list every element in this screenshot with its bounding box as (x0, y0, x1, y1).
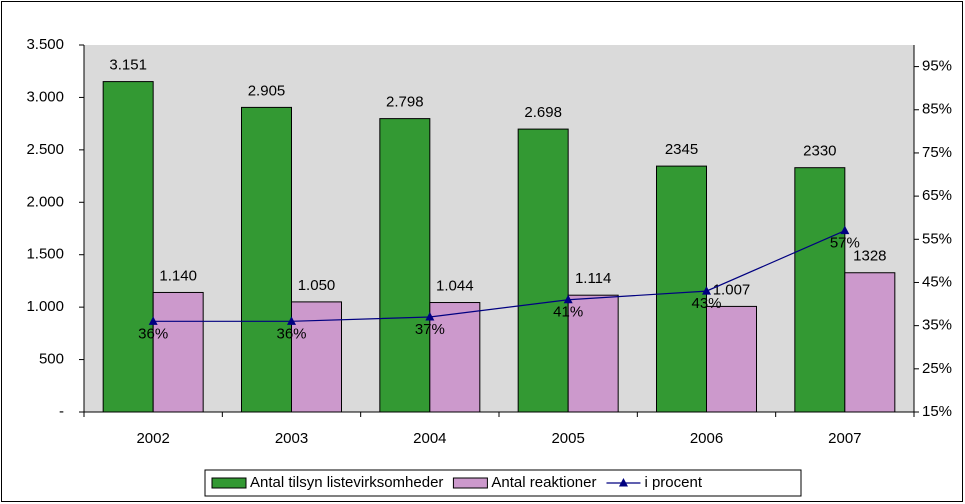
bar (794, 167, 846, 413)
line-value-label: 41% (553, 304, 583, 321)
line-value-label: 36% (276, 325, 306, 342)
bar-value-label: 3.151 (109, 57, 147, 74)
y2-tick-label: 45% (922, 273, 952, 290)
bar-value-label: 1.044 (436, 277, 474, 294)
y2-tick-label: 15% (922, 403, 952, 420)
bar (517, 128, 569, 413)
y2-tick-label: 85% (922, 101, 952, 118)
y2-tick-label: 95% (922, 58, 952, 75)
y2-tick-label: 25% (922, 360, 952, 377)
line-marker (287, 316, 296, 325)
line (153, 230, 846, 322)
bar (567, 294, 619, 413)
bar (379, 118, 431, 413)
bar (656, 165, 707, 413)
y2-tick-label: 65% (922, 187, 952, 204)
y2-tick-label: 35% (922, 317, 952, 334)
legend-label: Antal reaktioner (491, 474, 596, 491)
y-tick-label: 3.500 (26, 36, 64, 53)
line-marker (563, 294, 573, 304)
bar-value-label: 1.114 (575, 270, 611, 287)
y2-tick-label: 55% (922, 230, 952, 247)
plot-area (84, 45, 914, 412)
bar (241, 106, 292, 413)
line-value-label: 36% (138, 325, 168, 342)
bar (291, 301, 342, 413)
line-marker (425, 312, 435, 321)
y-tick-label: - (59, 403, 64, 420)
x-tick-label: 2005 (551, 430, 584, 447)
bar-value-label: 2.798 (386, 94, 424, 111)
bar (844, 272, 896, 413)
x-tick-label: 2003 (275, 430, 308, 447)
bar (706, 305, 757, 413)
x-tick-label: 2004 (413, 430, 446, 447)
line-value-label: 43% (691, 295, 721, 312)
bar-value-label: 1.140 (159, 267, 197, 284)
bar (152, 291, 204, 413)
bar-value-label: 2345 (665, 141, 698, 158)
x-tick-label: 2006 (690, 430, 723, 447)
legend-swatch (618, 478, 628, 487)
legend-box (204, 469, 802, 497)
x-tick-label: 2007 (828, 430, 861, 447)
line-marker (148, 316, 158, 325)
y-tick-label: 2.000 (26, 193, 64, 210)
legend-label: i procent (644, 474, 702, 491)
bar-value-label: 2.698 (524, 104, 562, 121)
line-value-label: 37% (415, 321, 445, 338)
bar-value-label: 1.050 (298, 277, 336, 294)
bar-value-label: 1.007 (713, 281, 751, 298)
y-tick-label: 2.500 (26, 141, 64, 158)
bar-value-label: 1328 (853, 248, 886, 265)
line-value-label: 57% (830, 235, 860, 252)
y-tick-label: 500 (39, 351, 64, 368)
bar (102, 81, 154, 413)
y-tick-label: 1.000 (26, 298, 64, 315)
bar-value-label: 2.905 (248, 82, 286, 99)
line-marker (840, 225, 850, 235)
x-tick-label: 2002 (136, 430, 169, 447)
legend-swatch (211, 477, 247, 489)
bar (429, 302, 481, 413)
legend-swatch (452, 477, 488, 489)
y2-tick-label: 75% (922, 144, 952, 161)
y-tick-label: 3.000 (26, 88, 64, 105)
bar-value-label: 2330 (803, 143, 836, 160)
legend-label: Antal tilsyn listevirksomheder (250, 474, 443, 491)
line-marker (702, 286, 711, 295)
y-tick-label: 1.500 (26, 246, 64, 263)
